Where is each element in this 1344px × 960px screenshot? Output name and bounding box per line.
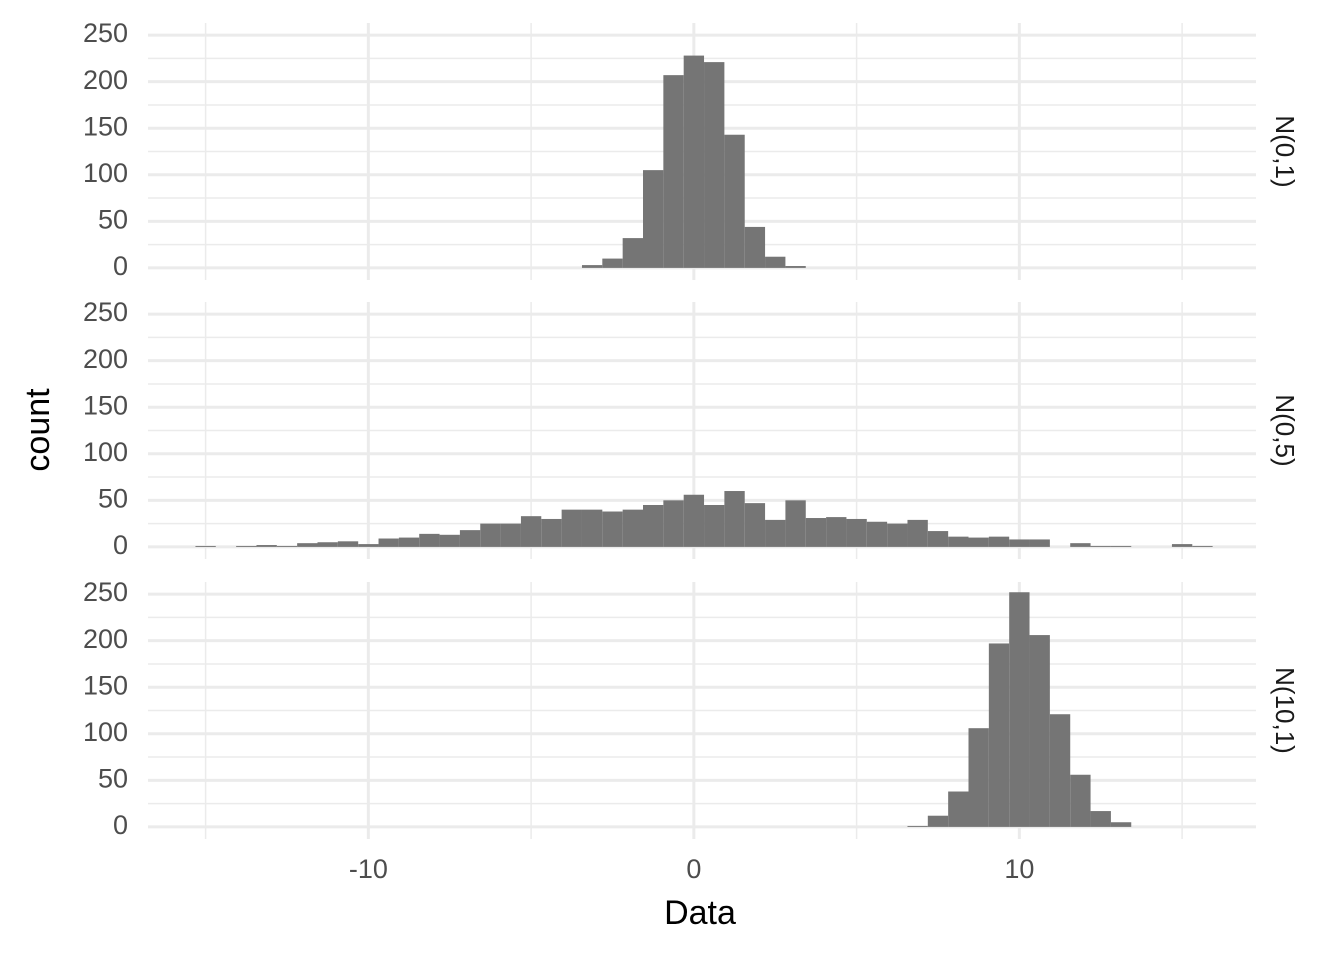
bar bbox=[622, 238, 644, 268]
bar bbox=[1029, 635, 1050, 827]
strip-label: N(0,1) bbox=[1270, 115, 1300, 187]
bar bbox=[317, 542, 338, 547]
bar bbox=[195, 545, 216, 547]
bar bbox=[744, 503, 766, 547]
y-axis-title: count bbox=[19, 388, 57, 472]
bar bbox=[805, 518, 827, 547]
bar bbox=[602, 258, 623, 268]
bar bbox=[337, 541, 359, 547]
bar bbox=[663, 75, 684, 268]
bar bbox=[948, 536, 969, 547]
bar bbox=[256, 545, 277, 547]
bar bbox=[1070, 774, 1091, 827]
bar bbox=[581, 509, 603, 547]
strip-label: N(0,5) bbox=[1270, 394, 1300, 466]
bar bbox=[826, 517, 847, 547]
bar bbox=[1090, 811, 1111, 827]
bar bbox=[541, 518, 562, 547]
strip-label: N(10,1) bbox=[1270, 667, 1300, 754]
bar bbox=[419, 533, 440, 547]
y-tick-label: 150 bbox=[83, 111, 128, 141]
y-tick-label: 50 bbox=[98, 483, 128, 513]
bar bbox=[927, 531, 949, 547]
bar bbox=[1090, 545, 1111, 547]
bar bbox=[1110, 822, 1132, 827]
y-tick-label: 100 bbox=[83, 717, 128, 747]
bar bbox=[480, 523, 501, 547]
bar bbox=[907, 519, 928, 547]
bar bbox=[765, 519, 786, 547]
bar bbox=[439, 534, 460, 547]
bar bbox=[378, 538, 399, 547]
bar bbox=[1171, 544, 1193, 547]
bar bbox=[887, 523, 908, 547]
bar bbox=[1009, 592, 1030, 827]
bar bbox=[683, 494, 705, 547]
y-tick-label: 200 bbox=[83, 65, 128, 95]
bar bbox=[724, 491, 745, 547]
bar bbox=[643, 170, 664, 268]
x-axis-title: Data bbox=[664, 894, 736, 932]
bar bbox=[459, 530, 481, 547]
bar bbox=[988, 536, 1010, 547]
bar bbox=[1192, 545, 1213, 547]
bar bbox=[765, 256, 786, 268]
bar bbox=[968, 537, 989, 547]
bar bbox=[581, 265, 603, 268]
y-tick-label: 100 bbox=[83, 158, 128, 188]
bar bbox=[683, 55, 705, 268]
bar bbox=[236, 545, 257, 547]
bar bbox=[643, 504, 664, 547]
y-tick-label: 100 bbox=[83, 437, 128, 467]
y-tick-label: 250 bbox=[83, 577, 128, 607]
y-tick-label: 50 bbox=[98, 204, 128, 234]
bar bbox=[276, 545, 298, 547]
bar bbox=[297, 543, 318, 547]
bar bbox=[500, 523, 521, 547]
bar bbox=[988, 643, 1010, 827]
bar bbox=[561, 509, 582, 547]
bar bbox=[663, 500, 684, 547]
bar bbox=[1009, 539, 1030, 547]
bar bbox=[948, 791, 969, 827]
bar bbox=[785, 500, 806, 547]
y-tick-label: 0 bbox=[113, 530, 128, 560]
y-tick-label: 0 bbox=[113, 251, 128, 281]
bar bbox=[1070, 543, 1091, 547]
bar bbox=[704, 62, 725, 268]
y-tick-label: 250 bbox=[83, 18, 128, 48]
bar bbox=[398, 537, 420, 547]
y-tick-label: 150 bbox=[83, 670, 128, 700]
bar bbox=[1110, 545, 1132, 547]
x-tick-label: 0 bbox=[686, 854, 701, 884]
bar bbox=[927, 815, 949, 827]
bar bbox=[520, 516, 542, 547]
y-tick-label: 50 bbox=[98, 763, 128, 793]
bar bbox=[1029, 539, 1050, 547]
bar bbox=[358, 544, 379, 547]
y-tick-label: 200 bbox=[83, 344, 128, 374]
bar bbox=[968, 728, 989, 827]
y-tick-label: 250 bbox=[83, 297, 128, 327]
bar bbox=[866, 521, 888, 547]
bar bbox=[785, 266, 806, 268]
bar bbox=[744, 226, 766, 268]
y-tick-label: 0 bbox=[113, 810, 128, 840]
bar bbox=[1049, 714, 1071, 827]
bar bbox=[602, 511, 623, 547]
bar bbox=[724, 134, 745, 268]
x-tick-label: -10 bbox=[349, 854, 388, 884]
bar bbox=[846, 518, 867, 547]
bar bbox=[907, 825, 928, 827]
x-tick-label: 10 bbox=[1004, 854, 1034, 884]
y-tick-label: 200 bbox=[83, 624, 128, 654]
bar bbox=[704, 504, 725, 547]
y-tick-label: 150 bbox=[83, 390, 128, 420]
bar bbox=[622, 509, 644, 547]
